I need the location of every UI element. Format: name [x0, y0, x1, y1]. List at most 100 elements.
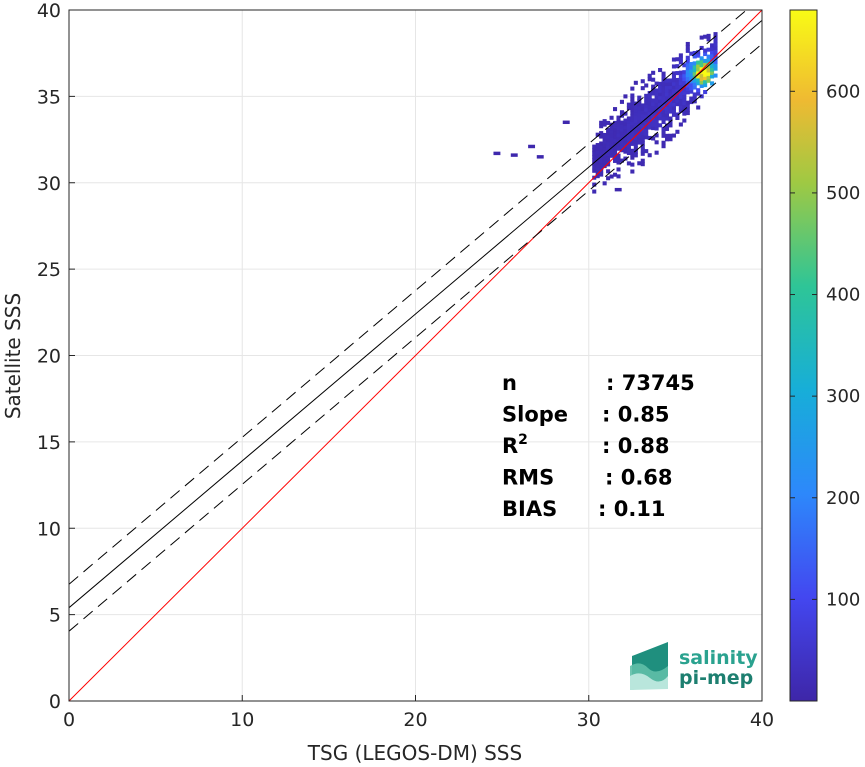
density-cell: [616, 136, 621, 141]
density-cell: [644, 135, 649, 140]
density-cell: [668, 116, 673, 121]
density-cell: [630, 131, 635, 136]
density-cell: [644, 149, 649, 154]
density-cell: [637, 119, 642, 124]
density-cell: [689, 75, 694, 80]
density-cell: [713, 56, 718, 61]
density-cell: [696, 53, 701, 58]
stat-label: n: [502, 371, 517, 395]
density-cell: [654, 102, 659, 107]
density-cell: [675, 98, 680, 103]
density-cell: [664, 133, 670, 138]
density-cell: [699, 35, 704, 40]
density-cell: [682, 118, 687, 123]
density-cell: [706, 68, 711, 73]
density-cell: [682, 104, 687, 109]
density-cell: [595, 163, 600, 168]
density-cell: [664, 106, 670, 111]
density-cell: [706, 37, 711, 42]
density-cell: [651, 108, 656, 113]
density-cell: [692, 61, 697, 66]
density-cell: [640, 144, 645, 149]
density-cell: [647, 118, 652, 123]
density-cell: [626, 150, 631, 156]
density-cell: [685, 100, 690, 105]
density-cell: [644, 97, 649, 102]
density-cell: [599, 162, 604, 167]
density-cell: [682, 63, 687, 68]
density-cell: [692, 95, 697, 100]
density-cell: [678, 81, 683, 86]
density-cell: [661, 75, 666, 80]
colorbar-tick-label: 200: [826, 488, 860, 509]
density-cell: [613, 138, 618, 143]
outlier-cell: [536, 155, 544, 159]
density-cell: [678, 84, 683, 89]
density-cell: [619, 110, 624, 115]
density-cell: [633, 139, 638, 144]
density-cell: [602, 160, 607, 165]
density-cell: [644, 124, 649, 129]
density-cell: [703, 48, 708, 53]
density-cell: [668, 109, 673, 114]
density-cell: [633, 129, 638, 134]
stat-value: : 73745: [606, 371, 695, 395]
density-cell: [671, 92, 676, 97]
density-cell: [613, 134, 618, 139]
density-cell: [671, 74, 676, 79]
density-cell: [675, 71, 680, 76]
density-cell: [606, 138, 611, 143]
density-cell: [710, 43, 715, 48]
y-axis-title: Satellite SSS: [1, 293, 25, 419]
density-cell: [661, 102, 666, 107]
density-cell: [633, 136, 638, 141]
density-cell: [595, 149, 600, 154]
density-cell: [616, 122, 621, 127]
density-cell: [689, 86, 694, 91]
density-cell: [640, 110, 645, 115]
density-cell: [682, 111, 687, 116]
density-cell: [661, 92, 666, 97]
density-cell: [654, 88, 659, 93]
density-cell: [602, 181, 607, 186]
density-cell: [685, 79, 690, 85]
density-cell: [640, 86, 645, 91]
density-cell: [668, 88, 673, 93]
density-cell: [633, 149, 638, 154]
density-cell: [664, 85, 670, 90]
density-cell: [678, 70, 683, 75]
density-cell: [678, 105, 683, 110]
density-cell: [592, 165, 597, 170]
density-cell: [678, 101, 683, 106]
density-cell: [647, 94, 652, 99]
density-cell: [671, 105, 676, 110]
density-cell: [640, 148, 645, 153]
stat-value: : 0.11: [598, 497, 666, 521]
density-cell: [699, 59, 704, 64]
density-cell: [602, 122, 607, 127]
density-cell: [640, 117, 645, 122]
density-cell: [644, 118, 649, 123]
density-cell: [658, 116, 663, 121]
density-cell: [647, 91, 652, 96]
density-cell: [592, 168, 597, 173]
density-cell: [637, 95, 642, 100]
density-cell: [706, 71, 711, 76]
density-cell: [640, 127, 645, 132]
density-cell: [606, 141, 611, 146]
density-cell: [651, 105, 656, 110]
density-cell: [619, 99, 624, 104]
density-cell: [623, 142, 628, 147]
density-cell: [699, 80, 704, 85]
density-cell: [713, 66, 718, 71]
stat-label: RMS: [502, 466, 554, 490]
density-cell: [654, 109, 659, 114]
density-cell: [678, 87, 683, 92]
outlier-cell: [614, 187, 622, 192]
density-cell: [623, 139, 628, 144]
density-cell: [713, 45, 718, 50]
density-cell: [616, 174, 621, 179]
density-cell: [654, 133, 659, 138]
density-cell: [633, 122, 638, 127]
density-cell: [592, 182, 597, 187]
